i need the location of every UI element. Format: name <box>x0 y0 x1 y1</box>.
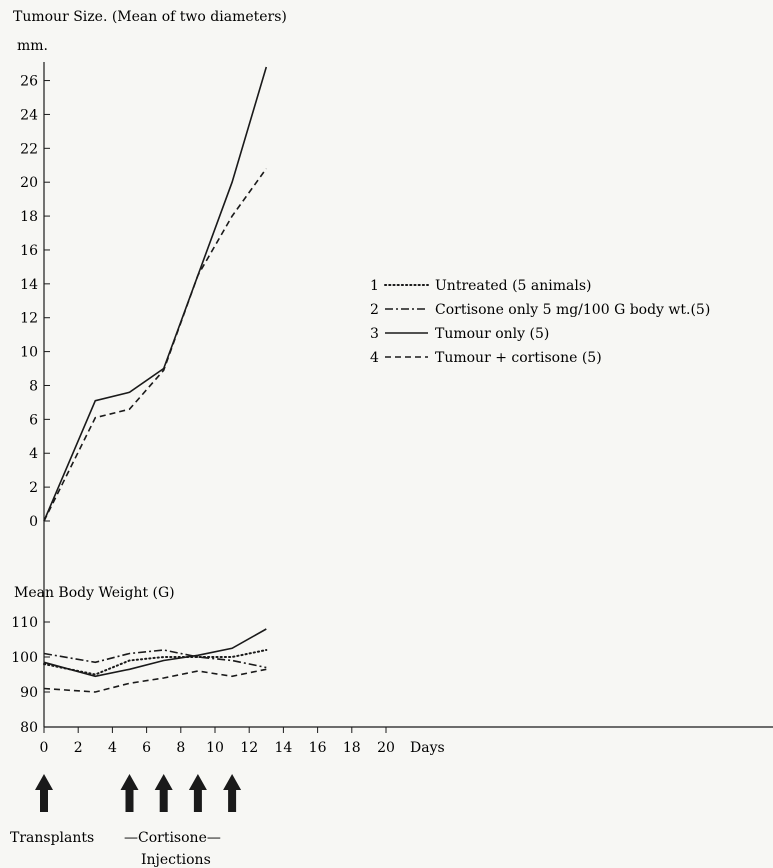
top-chart-y-label: mm. <box>17 38 48 54</box>
arrow-icon <box>223 774 242 812</box>
cortisone-label: —Cortisone— <box>124 830 221 846</box>
top-chart-title: Tumour Size. (Mean of two diameters) <box>13 9 287 25</box>
series-line <box>43 649 267 669</box>
legend-label: Tumour only (5) <box>435 326 549 342</box>
transplants-label: Transplants <box>10 830 94 846</box>
x-tick-label: 16 <box>309 740 327 756</box>
x-tick-label: 8 <box>176 740 185 756</box>
x-axis-label: Days <box>410 740 445 756</box>
legend-num: 1 <box>370 278 379 294</box>
y-tick-label: 0 <box>29 514 38 530</box>
series-line <box>43 668 267 693</box>
legend-num: 3 <box>370 326 379 342</box>
x-tick-label: 20 <box>377 740 395 756</box>
y-tick-label: 110 <box>11 615 38 631</box>
y-tick-label: 100 <box>11 650 38 666</box>
y-tick-label: 14 <box>20 277 38 293</box>
y-tick-label: 16 <box>20 243 38 259</box>
y-tick-label: 4 <box>29 446 38 462</box>
series-line <box>43 168 267 522</box>
legend-label: Untreated (5 animals) <box>435 278 592 294</box>
y-tick-label: 18 <box>20 209 38 225</box>
x-tick-label: 2 <box>74 740 83 756</box>
x-tick-label: 14 <box>274 740 292 756</box>
legend-label: Tumour + cortisone (5) <box>435 350 602 366</box>
arrow-icon <box>188 774 207 812</box>
y-tick-label: 8 <box>29 378 38 394</box>
y-tick-label: 12 <box>20 311 38 327</box>
legend: 1 Untreated (5 animals) 2 Cortisone only… <box>370 278 710 366</box>
x-tick-label: 10 <box>206 740 224 756</box>
y-tick-label: 20 <box>20 175 38 191</box>
series-line <box>43 649 268 676</box>
y-tick-label: 22 <box>20 141 38 157</box>
x-tick-label: 6 <box>142 740 151 756</box>
arrow-icon <box>120 774 139 812</box>
x-tick-label: 12 <box>240 740 258 756</box>
legend-num: 2 <box>370 302 379 318</box>
y-tick-label: 90 <box>20 685 38 701</box>
arrow-icon <box>154 774 173 812</box>
y-tick-label: 80 <box>20 720 38 736</box>
injections-label: Injections <box>141 852 211 868</box>
legend-label: Cortisone only 5 mg/100 G body wt.(5) <box>435 302 710 318</box>
y-tick-label: 24 <box>20 107 38 123</box>
y-tick-label: 2 <box>29 480 38 496</box>
series-line <box>43 628 267 678</box>
legend-num: 4 <box>370 350 379 366</box>
x-tick-label: 18 <box>343 740 361 756</box>
series-line <box>43 66 268 522</box>
bottom-chart-title: Mean Body Weight (G) <box>14 585 175 601</box>
arrow-icon <box>35 774 53 812</box>
x-tick-label: 0 <box>40 740 49 756</box>
y-tick-label: 26 <box>20 74 38 90</box>
y-tick-label: 6 <box>29 412 38 428</box>
y-tick-label: 10 <box>20 345 38 361</box>
x-tick-label: 4 <box>108 740 117 756</box>
